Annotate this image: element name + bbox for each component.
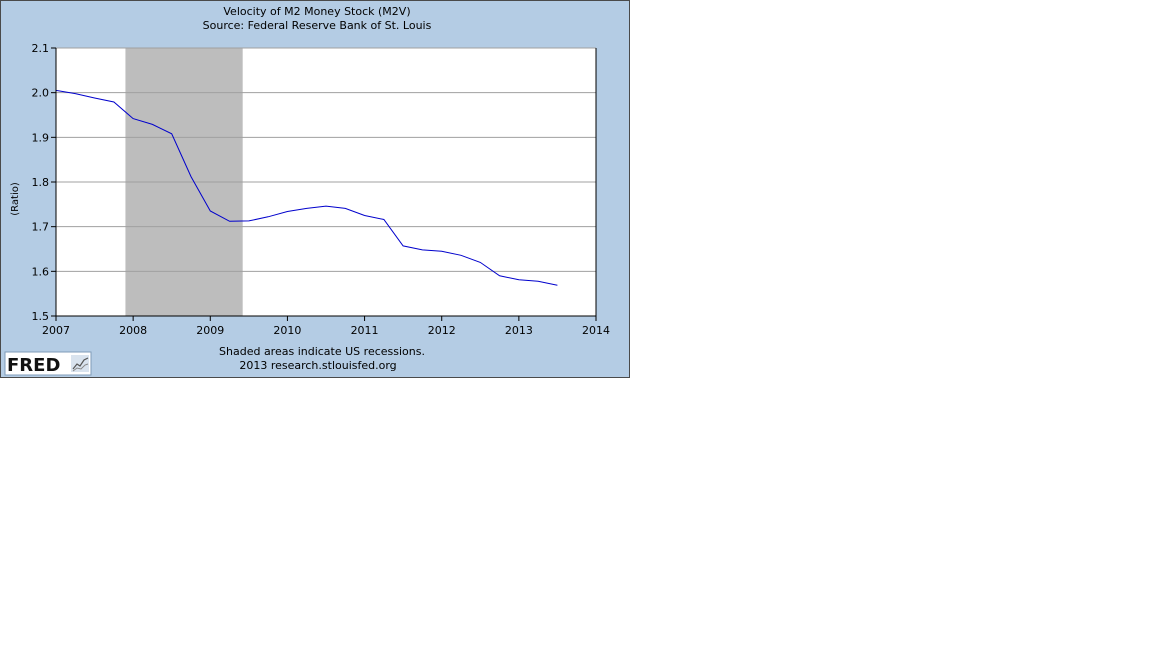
fred-chart-icon — [71, 355, 89, 372]
x-tick-label: 2010 — [273, 324, 301, 337]
chart-title: Velocity of M2 Money Stock (M2V) — [223, 5, 410, 18]
x-tick-label: 2009 — [196, 324, 224, 337]
recession-note: Shaded areas indicate US recessions. — [219, 345, 425, 358]
y-axis-label: (Ratio) — [10, 182, 21, 216]
x-tick-label: 2012 — [428, 324, 456, 337]
y-tick-label: 1.5 — [32, 310, 50, 323]
y-tick-label: 2.0 — [32, 87, 50, 100]
chart-subtitle: Source: Federal Reserve Bank of St. Loui… — [203, 19, 432, 32]
y-tick-label: 1.6 — [32, 265, 50, 278]
source-note: 2013 research.stlouisfed.org — [239, 359, 396, 372]
x-tick-label: 2011 — [351, 324, 379, 337]
fred-logo: FRED — [4, 351, 92, 376]
chart-frame: Velocity of M2 Money Stock (M2V) Source:… — [0, 0, 630, 378]
series-line-0 — [55, 89, 558, 286]
x-tick-label: 2008 — [119, 324, 147, 337]
y-tick-label: 1.8 — [32, 176, 50, 189]
x-tick-label: 2014 — [582, 324, 610, 337]
y-tick-label: 1.7 — [32, 221, 50, 234]
y-tick-label: 1.9 — [32, 131, 50, 144]
x-tick-label: 2013 — [505, 324, 533, 337]
y-tick-label: 2.1 — [32, 42, 50, 55]
x-tick-label: 2007 — [42, 324, 70, 337]
chart: Velocity of M2 Money Stock (M2V) Source:… — [4, 5, 610, 376]
fred-logo-text: FRED — [7, 355, 60, 376]
